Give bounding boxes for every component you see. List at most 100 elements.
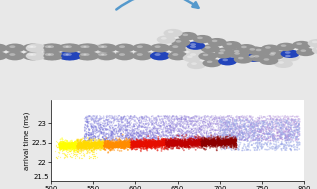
Point bbox=[196, 142, 201, 145]
Point bbox=[207, 120, 212, 123]
Point bbox=[111, 145, 116, 148]
Point bbox=[281, 125, 287, 128]
Point bbox=[221, 117, 226, 120]
Point bbox=[146, 133, 151, 136]
Point bbox=[169, 122, 174, 125]
Point bbox=[191, 144, 196, 147]
Point bbox=[126, 136, 131, 139]
Point bbox=[80, 143, 85, 146]
Point bbox=[206, 136, 211, 139]
Point bbox=[58, 148, 63, 151]
Point bbox=[103, 133, 108, 136]
Point bbox=[68, 154, 73, 157]
Point bbox=[64, 139, 69, 143]
Point bbox=[179, 142, 184, 145]
Point bbox=[249, 115, 254, 118]
Point bbox=[151, 144, 156, 147]
Point bbox=[106, 141, 111, 144]
Point bbox=[102, 144, 107, 147]
Point bbox=[239, 149, 244, 152]
Point bbox=[98, 140, 103, 143]
Point bbox=[92, 125, 97, 128]
Point bbox=[236, 138, 242, 141]
Point bbox=[159, 131, 164, 134]
Point bbox=[155, 142, 160, 145]
Point bbox=[63, 148, 68, 151]
Point bbox=[177, 138, 182, 141]
Point bbox=[92, 144, 97, 147]
Point bbox=[245, 117, 250, 120]
Point bbox=[284, 120, 289, 123]
Point bbox=[285, 125, 290, 128]
Point bbox=[279, 133, 284, 136]
Point bbox=[252, 149, 257, 152]
Circle shape bbox=[274, 60, 293, 68]
Point bbox=[264, 143, 269, 146]
Point bbox=[72, 147, 77, 150]
Point bbox=[139, 142, 144, 145]
Point bbox=[151, 118, 156, 121]
Point bbox=[117, 128, 122, 131]
Point bbox=[240, 119, 245, 122]
Point bbox=[197, 139, 202, 142]
Point bbox=[184, 130, 189, 133]
Point bbox=[196, 116, 201, 119]
Point bbox=[243, 128, 248, 131]
Point bbox=[83, 135, 88, 138]
Point bbox=[286, 127, 291, 130]
Point bbox=[89, 133, 94, 136]
Point bbox=[111, 147, 116, 150]
Point bbox=[90, 130, 95, 133]
Point bbox=[170, 142, 175, 145]
Point bbox=[75, 146, 80, 149]
Point bbox=[130, 144, 135, 147]
Point bbox=[263, 139, 268, 142]
Point bbox=[248, 121, 253, 124]
Point bbox=[245, 137, 250, 140]
Point bbox=[251, 131, 256, 134]
Point bbox=[125, 145, 130, 148]
Point bbox=[267, 139, 272, 142]
Point bbox=[66, 145, 71, 148]
Point bbox=[229, 128, 234, 131]
Point bbox=[75, 146, 81, 149]
Point bbox=[172, 128, 177, 131]
Point bbox=[281, 118, 286, 121]
Point bbox=[119, 115, 124, 118]
Point bbox=[226, 125, 231, 128]
Point bbox=[108, 139, 113, 142]
Point bbox=[131, 123, 136, 126]
Circle shape bbox=[218, 57, 237, 65]
Point bbox=[124, 129, 129, 132]
Point bbox=[256, 137, 261, 140]
Point bbox=[289, 117, 294, 120]
Point bbox=[120, 146, 126, 149]
Point bbox=[226, 141, 231, 144]
Point bbox=[125, 143, 130, 146]
Point bbox=[191, 115, 196, 118]
Point bbox=[142, 141, 147, 144]
Point bbox=[283, 135, 288, 138]
Point bbox=[151, 141, 156, 144]
Point bbox=[278, 127, 283, 130]
Point bbox=[152, 136, 157, 139]
Point bbox=[278, 135, 283, 138]
Point bbox=[152, 122, 157, 125]
Point bbox=[165, 132, 170, 135]
Point bbox=[210, 135, 216, 138]
Point bbox=[274, 135, 279, 138]
Point bbox=[179, 134, 184, 137]
Point bbox=[177, 144, 182, 147]
Point bbox=[82, 126, 87, 129]
Point bbox=[208, 137, 213, 140]
Point bbox=[224, 145, 229, 148]
Point bbox=[166, 141, 171, 144]
Point bbox=[279, 121, 284, 124]
Point bbox=[274, 123, 279, 126]
Point bbox=[86, 131, 91, 134]
Point bbox=[285, 139, 290, 142]
Point bbox=[99, 138, 104, 141]
Point bbox=[289, 129, 294, 132]
Point bbox=[253, 120, 258, 123]
Point bbox=[215, 136, 220, 139]
